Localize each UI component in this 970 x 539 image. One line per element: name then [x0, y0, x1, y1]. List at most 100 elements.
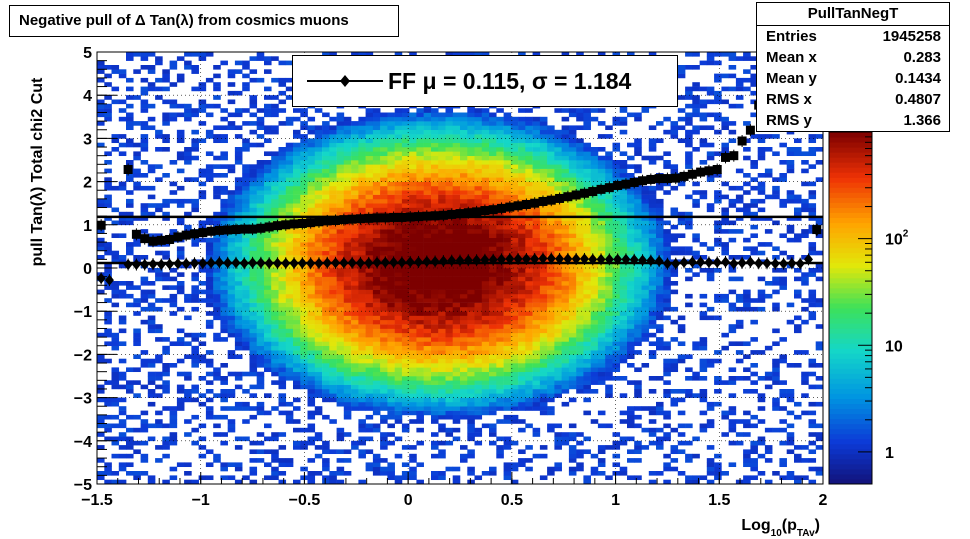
- heatmap-cell: [300, 332, 308, 338]
- heatmap-cell: [409, 121, 417, 126]
- heatmap-cell: [532, 164, 541, 169]
- heatmap-cell: [431, 276, 439, 282]
- heatmap-cell: [503, 138, 512, 144]
- heatmap-cell: [431, 203, 439, 208]
- heatmap-cell: [242, 73, 250, 79]
- heatmap-cell: [518, 52, 526, 57]
- heatmap-cell: [561, 168, 570, 174]
- heatmap-cell: [438, 168, 446, 174]
- heatmap-cell: [205, 397, 214, 403]
- heatmap-cell: [242, 268, 250, 273]
- heatmap-cell: [583, 116, 591, 122]
- heatmap-cell: [322, 371, 330, 377]
- heatmap-cell: [481, 276, 490, 282]
- heatmap-cell: [634, 224, 642, 230]
- heatmap-cell: [568, 432, 577, 437]
- heatmap-cell: [300, 142, 308, 148]
- heatmap-cell: [343, 207, 352, 213]
- heatmap-cell: [213, 138, 221, 144]
- heatmap-cell: [322, 397, 330, 403]
- heatmap-cell: [394, 207, 403, 213]
- heatmap-cell: [503, 155, 512, 161]
- heatmap-cell: [387, 380, 395, 385]
- heatmap-cell: [118, 315, 127, 321]
- heatmap-cell: [256, 341, 265, 347]
- heatmap-cell: [474, 177, 483, 182]
- heatmap-cell: [329, 358, 337, 364]
- heatmap-cell: [111, 471, 120, 476]
- heatmap-cell: [431, 272, 439, 277]
- heatmap-cell: [234, 319, 243, 325]
- heatmap-cell: [285, 337, 294, 342]
- heatmap-cell: [118, 419, 127, 424]
- heatmap-cell: [104, 242, 112, 247]
- heatmap-cell: [532, 250, 541, 256]
- heatmap-cell: [547, 220, 555, 226]
- heatmap-cell: [634, 332, 642, 338]
- heatmap-cell: [503, 315, 512, 321]
- heatmap-cell: [285, 60, 294, 66]
- heatmap-cell: [104, 112, 112, 118]
- heatmap-cell: [271, 341, 279, 347]
- heatmap-cell: [445, 389, 454, 394]
- heatmap-cell: [264, 475, 272, 481]
- heatmap-cell: [242, 311, 250, 316]
- heatmap-cell: [133, 52, 141, 57]
- heatmap-cell: [416, 358, 424, 364]
- heatmap-cell: [394, 306, 403, 312]
- heatmap-cell: [510, 246, 519, 252]
- heatmap-cell: [249, 211, 258, 217]
- heatmap-cell: [227, 255, 236, 260]
- heatmap-cell: [380, 401, 388, 407]
- heatmap-cell: [365, 52, 374, 57]
- heatmap-cell: [133, 95, 141, 100]
- heatmap-cell: [358, 328, 366, 334]
- heatmap-cell: [205, 250, 214, 256]
- heatmap-cell: [322, 142, 330, 148]
- heatmap-cell: [423, 198, 432, 204]
- heatmap-cell: [285, 255, 294, 260]
- heatmap-cell: [191, 298, 199, 303]
- heatmap-cell: [372, 298, 381, 303]
- heatmap-cell: [104, 246, 112, 252]
- heatmap-cell: [249, 458, 258, 463]
- heatmap-cell: [118, 220, 127, 226]
- heatmap-cell: [329, 315, 337, 321]
- heatmap-cell: [452, 289, 461, 295]
- heatmap-cell: [387, 285, 395, 290]
- heatmap-cell: [416, 397, 424, 403]
- heatmap-cell: [365, 371, 374, 377]
- heatmap-cell: [264, 358, 272, 364]
- heatmap-cell: [140, 147, 149, 152]
- heatmap-cell: [431, 406, 439, 411]
- heatmap-cell: [249, 302, 258, 308]
- heatmap-cell: [409, 298, 417, 303]
- heatmap-cell: [503, 229, 512, 234]
- heatmap-cell: [409, 475, 417, 481]
- heatmap-cell: [612, 363, 621, 368]
- heatmap-cell: [590, 272, 599, 277]
- heatmap-cell: [481, 194, 490, 200]
- heatmap-cell: [351, 319, 359, 325]
- heatmap-cell: [619, 116, 628, 122]
- heatmap-cell: [576, 147, 584, 152]
- heatmap-cell: [445, 168, 454, 174]
- heatmap-cell: [561, 129, 570, 135]
- heatmap-cell: [554, 108, 562, 113]
- heatmap-cell: [489, 315, 497, 321]
- heatmap-cell: [416, 250, 424, 256]
- heatmap-cell: [380, 363, 388, 368]
- heatmap-cell: [343, 203, 352, 208]
- heatmap-cell: [525, 306, 533, 312]
- heatmap-cell: [271, 276, 279, 282]
- heatmap-cell: [467, 453, 475, 459]
- heatmap-cell: [590, 350, 599, 355]
- heatmap-cell: [278, 371, 287, 377]
- heatmap-cell: [264, 138, 272, 144]
- heatmap-cell: [380, 116, 388, 122]
- heatmap-cell: [227, 164, 236, 169]
- heatmap-cell: [634, 449, 642, 455]
- heatmap-cell: [409, 319, 417, 325]
- heatmap-cell: [576, 302, 584, 308]
- heatmap-cell: [401, 324, 410, 329]
